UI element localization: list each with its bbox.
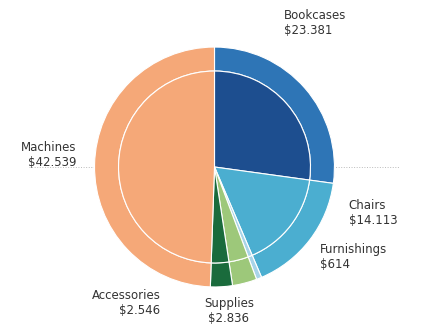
Text: Machines
$42.539: Machines $42.539 (21, 141, 76, 169)
Wedge shape (248, 255, 262, 279)
Wedge shape (252, 180, 333, 277)
Wedge shape (214, 71, 311, 180)
Text: Bookcases
$23.381: Bookcases $23.381 (284, 9, 347, 37)
Wedge shape (211, 167, 229, 263)
Wedge shape (214, 167, 248, 262)
Text: Furnishings
$614: Furnishings $614 (320, 243, 387, 271)
Wedge shape (210, 262, 233, 287)
Wedge shape (94, 47, 214, 287)
Text: Accessories
$2.546: Accessories $2.546 (92, 289, 160, 317)
Text: Supplies
$2.836: Supplies $2.836 (204, 297, 254, 325)
Wedge shape (118, 71, 214, 263)
Wedge shape (214, 167, 252, 257)
Wedge shape (229, 257, 257, 286)
Wedge shape (214, 167, 310, 255)
Text: Chairs
$14.113: Chairs $14.113 (349, 199, 398, 226)
Wedge shape (214, 47, 335, 183)
